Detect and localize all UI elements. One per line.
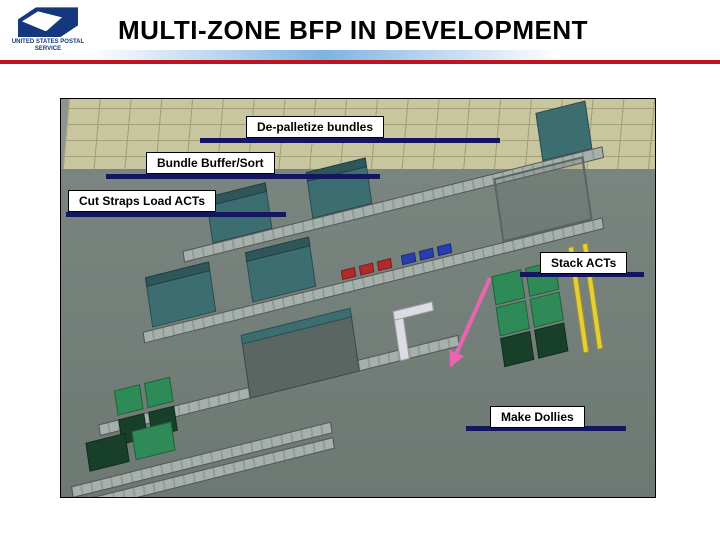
label-make-dollies: Make Dollies: [490, 406, 585, 428]
label-bar-buffer-sort: [106, 174, 380, 179]
label-bar-depalletize: [200, 138, 500, 143]
header-gradient-stripe: [0, 50, 720, 60]
eagle-icon: [18, 7, 78, 37]
label-buffer-sort: Bundle Buffer/Sort: [146, 152, 275, 174]
label-stack-acts: Stack ACTs: [540, 252, 627, 274]
slide-header: UNITED STATES POSTAL SERVICE MULTI-ZONE …: [0, 0, 720, 60]
label-depalletize: De-palletize bundles: [246, 116, 384, 138]
page-title: MULTI-ZONE BFP IN DEVELOPMENT: [118, 15, 588, 46]
usps-logo: UNITED STATES POSTAL SERVICE: [8, 6, 88, 54]
label-cut-straps: Cut Straps Load ACTs: [68, 190, 216, 212]
header-red-rule: [0, 60, 720, 64]
label-bar-cut-straps: [66, 212, 286, 217]
